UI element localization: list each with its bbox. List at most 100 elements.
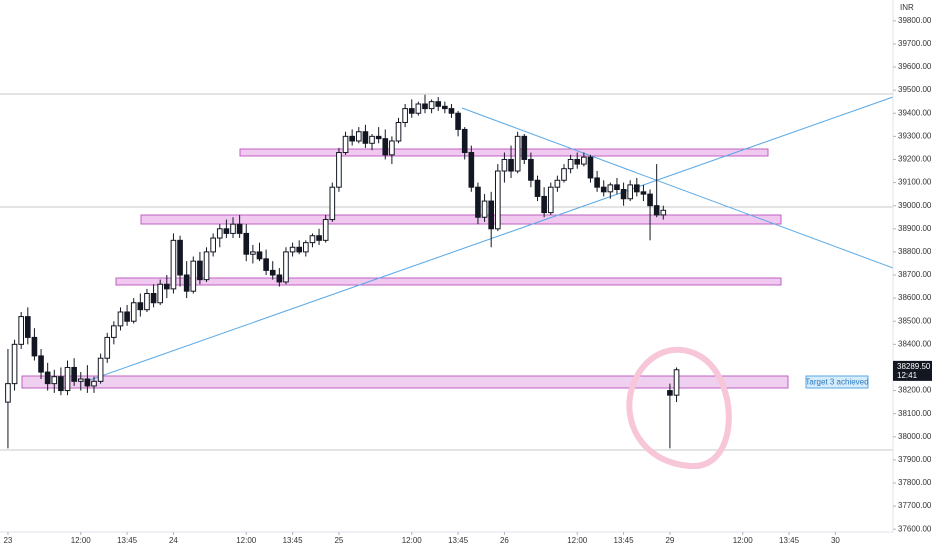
candle-body <box>38 355 44 373</box>
candle-body <box>269 269 276 276</box>
candle-body <box>640 191 647 195</box>
y-tick-label: 38000.00 <box>898 432 932 441</box>
x-tick-label: 24 <box>169 536 178 545</box>
candle-body <box>309 235 316 244</box>
y-tick-label: 38600.00 <box>898 293 932 302</box>
candle-body <box>468 152 475 188</box>
countdown-label: 12:41 <box>897 371 918 380</box>
candle-body <box>514 135 521 172</box>
candle-body <box>415 103 422 114</box>
x-tick-label: 12:00 <box>567 536 588 545</box>
candle-body <box>104 336 111 359</box>
candle-body <box>501 158 508 172</box>
y-tick-label: 39100.00 <box>898 178 932 187</box>
candle-body <box>653 205 660 216</box>
candle-body <box>402 108 408 123</box>
candle-body <box>256 251 263 260</box>
candle-body <box>44 371 51 385</box>
candles <box>5 94 680 449</box>
candle-body <box>170 239 177 290</box>
candle-body <box>157 283 164 304</box>
candle-body <box>243 232 250 255</box>
candle-body <box>322 219 329 241</box>
candle-body <box>508 158 514 172</box>
candle-body <box>428 101 435 110</box>
candle-body <box>442 105 448 110</box>
candle-body <box>31 336 38 357</box>
candle-body <box>111 325 117 338</box>
x-tick-label: 13:45 <box>448 536 469 545</box>
candle-body <box>488 200 495 230</box>
candle-body <box>336 152 342 188</box>
y-tick-label: 39000.00 <box>898 201 932 210</box>
candle-body <box>130 302 137 322</box>
x-tick-label: 25 <box>334 536 343 545</box>
candle-body <box>581 156 587 165</box>
candle-body <box>236 223 243 234</box>
x-tick-label: 12:00 <box>236 536 257 545</box>
candle-body <box>230 223 236 234</box>
y-tick-label: 37600.00 <box>898 524 932 533</box>
x-tick-label: 13:45 <box>614 536 635 545</box>
candle-body <box>475 186 481 218</box>
y-tick-label: 39600.00 <box>898 62 932 71</box>
candle-body <box>216 228 223 239</box>
candle-body <box>389 140 395 156</box>
candle-body <box>289 246 296 253</box>
candle-body <box>620 189 627 200</box>
highlight-circle <box>626 346 732 470</box>
y-tick-label: 39400.00 <box>898 108 932 117</box>
candle-body <box>349 135 355 142</box>
candle-body <box>494 170 501 230</box>
candle-body <box>554 179 561 188</box>
y-tick-label: 38400.00 <box>898 339 932 348</box>
candle-body <box>303 242 309 253</box>
currency-label: INR <box>900 3 914 12</box>
y-tick-label: 38500.00 <box>898 316 932 325</box>
candle-body <box>455 112 461 130</box>
candle-body <box>183 274 190 292</box>
candle-body <box>223 228 230 234</box>
y-tick-label: 39700.00 <box>898 39 932 48</box>
candle-body <box>97 357 104 382</box>
candle-body <box>647 193 653 207</box>
annotation-box <box>805 375 869 389</box>
candle-body <box>190 260 197 292</box>
candle-body <box>296 246 303 253</box>
candle-body <box>51 376 58 385</box>
candle-body <box>375 135 382 140</box>
candle-body <box>594 177 600 188</box>
candle-body <box>541 195 547 214</box>
drawings: Target 3 achieved <box>0 93 894 470</box>
candle-body <box>528 158 534 181</box>
candle-body <box>355 131 362 142</box>
y-tick-label: 38800.00 <box>898 247 932 256</box>
candle-body <box>137 302 144 311</box>
candle-body <box>91 380 97 387</box>
candle-body <box>124 311 130 322</box>
candle-body <box>71 366 77 382</box>
candle-body <box>435 101 442 107</box>
candle-body <box>395 121 402 142</box>
candle-body <box>77 378 84 382</box>
candle-body <box>144 292 150 311</box>
candle-body <box>587 156 594 179</box>
candle-body <box>283 251 289 283</box>
candle-body <box>263 258 269 271</box>
candle-body <box>64 366 71 392</box>
candle-body <box>11 343 18 385</box>
candle-body <box>547 186 554 214</box>
y-tick-label: 37800.00 <box>898 478 932 487</box>
candle-body <box>382 138 389 156</box>
candle-body <box>600 186 607 193</box>
y-tick-label: 38900.00 <box>898 224 932 233</box>
candle-body <box>614 184 620 191</box>
candle-body <box>316 235 322 241</box>
candle-body <box>521 135 528 160</box>
candle-body <box>164 283 170 290</box>
candle-body <box>561 168 567 181</box>
last-price-label: 38289.50 <box>897 362 931 371</box>
candle-body <box>58 376 64 392</box>
annotation-text: Target 3 achieved <box>805 378 868 387</box>
